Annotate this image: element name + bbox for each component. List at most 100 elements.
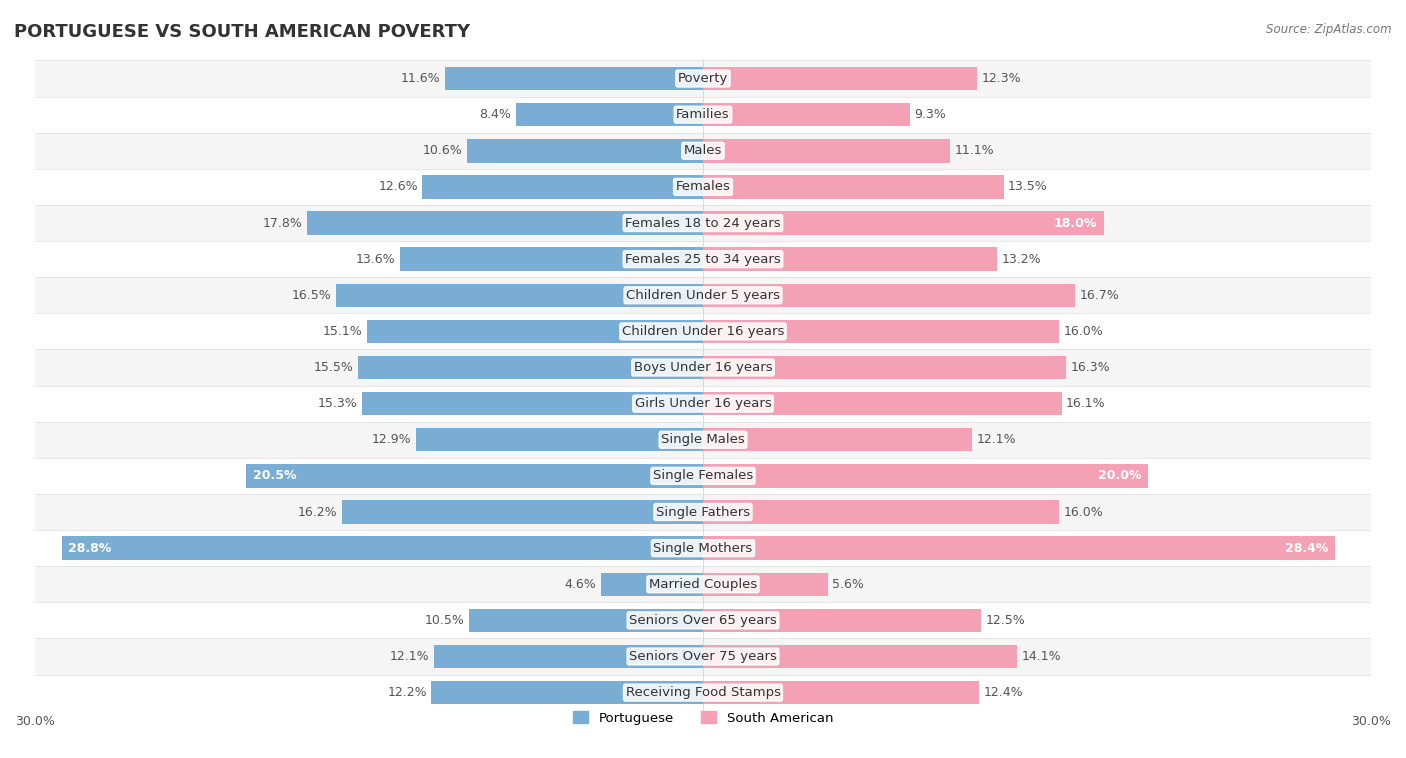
Bar bbox=[703, 356, 1066, 379]
Bar bbox=[35, 313, 1371, 349]
Bar bbox=[35, 96, 1371, 133]
Text: 8.4%: 8.4% bbox=[479, 108, 512, 121]
Bar bbox=[35, 638, 1371, 675]
Bar bbox=[35, 61, 1371, 96]
Bar bbox=[703, 537, 1336, 560]
Text: 11.6%: 11.6% bbox=[401, 72, 440, 85]
Text: 12.3%: 12.3% bbox=[981, 72, 1021, 85]
Text: Receiving Food Stamps: Receiving Food Stamps bbox=[626, 686, 780, 699]
Bar bbox=[35, 603, 1371, 638]
Text: 12.9%: 12.9% bbox=[371, 434, 412, 446]
Text: 13.5%: 13.5% bbox=[1008, 180, 1047, 193]
Bar bbox=[433, 645, 703, 669]
Text: Single Mothers: Single Mothers bbox=[654, 542, 752, 555]
Text: Girls Under 16 years: Girls Under 16 years bbox=[634, 397, 772, 410]
Bar bbox=[703, 500, 1059, 524]
Bar bbox=[516, 103, 703, 127]
Bar bbox=[703, 247, 997, 271]
Text: 15.5%: 15.5% bbox=[314, 361, 353, 374]
Text: Married Couples: Married Couples bbox=[650, 578, 756, 590]
Text: 28.8%: 28.8% bbox=[69, 542, 111, 555]
Bar bbox=[703, 320, 1059, 343]
Bar bbox=[703, 175, 1004, 199]
Bar bbox=[35, 241, 1371, 277]
Text: 16.7%: 16.7% bbox=[1080, 289, 1119, 302]
Bar bbox=[470, 609, 703, 632]
Bar bbox=[367, 320, 703, 343]
Bar bbox=[35, 566, 1371, 603]
Bar bbox=[359, 356, 703, 379]
Bar bbox=[416, 428, 703, 452]
Text: Single Fathers: Single Fathers bbox=[657, 506, 749, 518]
Text: 16.3%: 16.3% bbox=[1070, 361, 1111, 374]
Text: 15.1%: 15.1% bbox=[322, 325, 363, 338]
Text: 12.5%: 12.5% bbox=[986, 614, 1025, 627]
Bar bbox=[467, 139, 703, 162]
Text: Children Under 5 years: Children Under 5 years bbox=[626, 289, 780, 302]
Bar bbox=[35, 169, 1371, 205]
Bar bbox=[307, 211, 703, 235]
Text: Families: Families bbox=[676, 108, 730, 121]
Text: 28.4%: 28.4% bbox=[1285, 542, 1329, 555]
Bar bbox=[35, 386, 1371, 421]
Bar bbox=[35, 675, 1371, 711]
Text: Source: ZipAtlas.com: Source: ZipAtlas.com bbox=[1267, 23, 1392, 36]
Bar bbox=[35, 458, 1371, 494]
Bar bbox=[444, 67, 703, 90]
Text: 9.3%: 9.3% bbox=[914, 108, 946, 121]
Bar bbox=[35, 530, 1371, 566]
Text: 12.6%: 12.6% bbox=[378, 180, 418, 193]
Text: 4.6%: 4.6% bbox=[564, 578, 596, 590]
Text: Males: Males bbox=[683, 144, 723, 157]
Bar bbox=[35, 494, 1371, 530]
Text: Females 18 to 24 years: Females 18 to 24 years bbox=[626, 217, 780, 230]
Text: 17.8%: 17.8% bbox=[263, 217, 302, 230]
Text: Boys Under 16 years: Boys Under 16 years bbox=[634, 361, 772, 374]
Text: 5.6%: 5.6% bbox=[832, 578, 865, 590]
Bar bbox=[703, 464, 1149, 487]
Text: 16.0%: 16.0% bbox=[1064, 325, 1104, 338]
Text: 12.2%: 12.2% bbox=[387, 686, 427, 699]
Bar bbox=[342, 500, 703, 524]
Text: 12.1%: 12.1% bbox=[977, 434, 1017, 446]
Text: Seniors Over 75 years: Seniors Over 75 years bbox=[628, 650, 778, 663]
Bar bbox=[600, 572, 703, 596]
Bar bbox=[401, 247, 703, 271]
Bar bbox=[35, 205, 1371, 241]
Text: 12.4%: 12.4% bbox=[984, 686, 1024, 699]
Text: 10.6%: 10.6% bbox=[423, 144, 463, 157]
Bar bbox=[336, 283, 703, 307]
Bar bbox=[432, 681, 703, 704]
Bar bbox=[35, 133, 1371, 169]
Text: 14.1%: 14.1% bbox=[1021, 650, 1062, 663]
Text: 11.1%: 11.1% bbox=[955, 144, 994, 157]
Bar bbox=[35, 277, 1371, 313]
Text: 16.0%: 16.0% bbox=[1064, 506, 1104, 518]
Text: Single Males: Single Males bbox=[661, 434, 745, 446]
Text: 12.1%: 12.1% bbox=[389, 650, 429, 663]
Text: 16.1%: 16.1% bbox=[1066, 397, 1105, 410]
Bar bbox=[703, 428, 973, 452]
Bar bbox=[35, 349, 1371, 386]
Text: 18.0%: 18.0% bbox=[1053, 217, 1097, 230]
Text: Single Females: Single Females bbox=[652, 469, 754, 482]
Bar bbox=[422, 175, 703, 199]
Text: Females: Females bbox=[675, 180, 731, 193]
Bar bbox=[703, 392, 1062, 415]
Bar bbox=[363, 392, 703, 415]
Text: 13.6%: 13.6% bbox=[356, 252, 395, 265]
Bar bbox=[703, 645, 1017, 669]
Text: 20.5%: 20.5% bbox=[253, 469, 297, 482]
Bar bbox=[62, 537, 703, 560]
Text: 15.3%: 15.3% bbox=[318, 397, 359, 410]
Text: 16.5%: 16.5% bbox=[291, 289, 330, 302]
Bar bbox=[703, 681, 979, 704]
Bar bbox=[703, 609, 981, 632]
Bar bbox=[703, 139, 950, 162]
Text: Poverty: Poverty bbox=[678, 72, 728, 85]
Bar bbox=[703, 103, 910, 127]
Text: 16.2%: 16.2% bbox=[298, 506, 337, 518]
Bar bbox=[703, 572, 828, 596]
Text: Children Under 16 years: Children Under 16 years bbox=[621, 325, 785, 338]
Bar bbox=[703, 283, 1076, 307]
